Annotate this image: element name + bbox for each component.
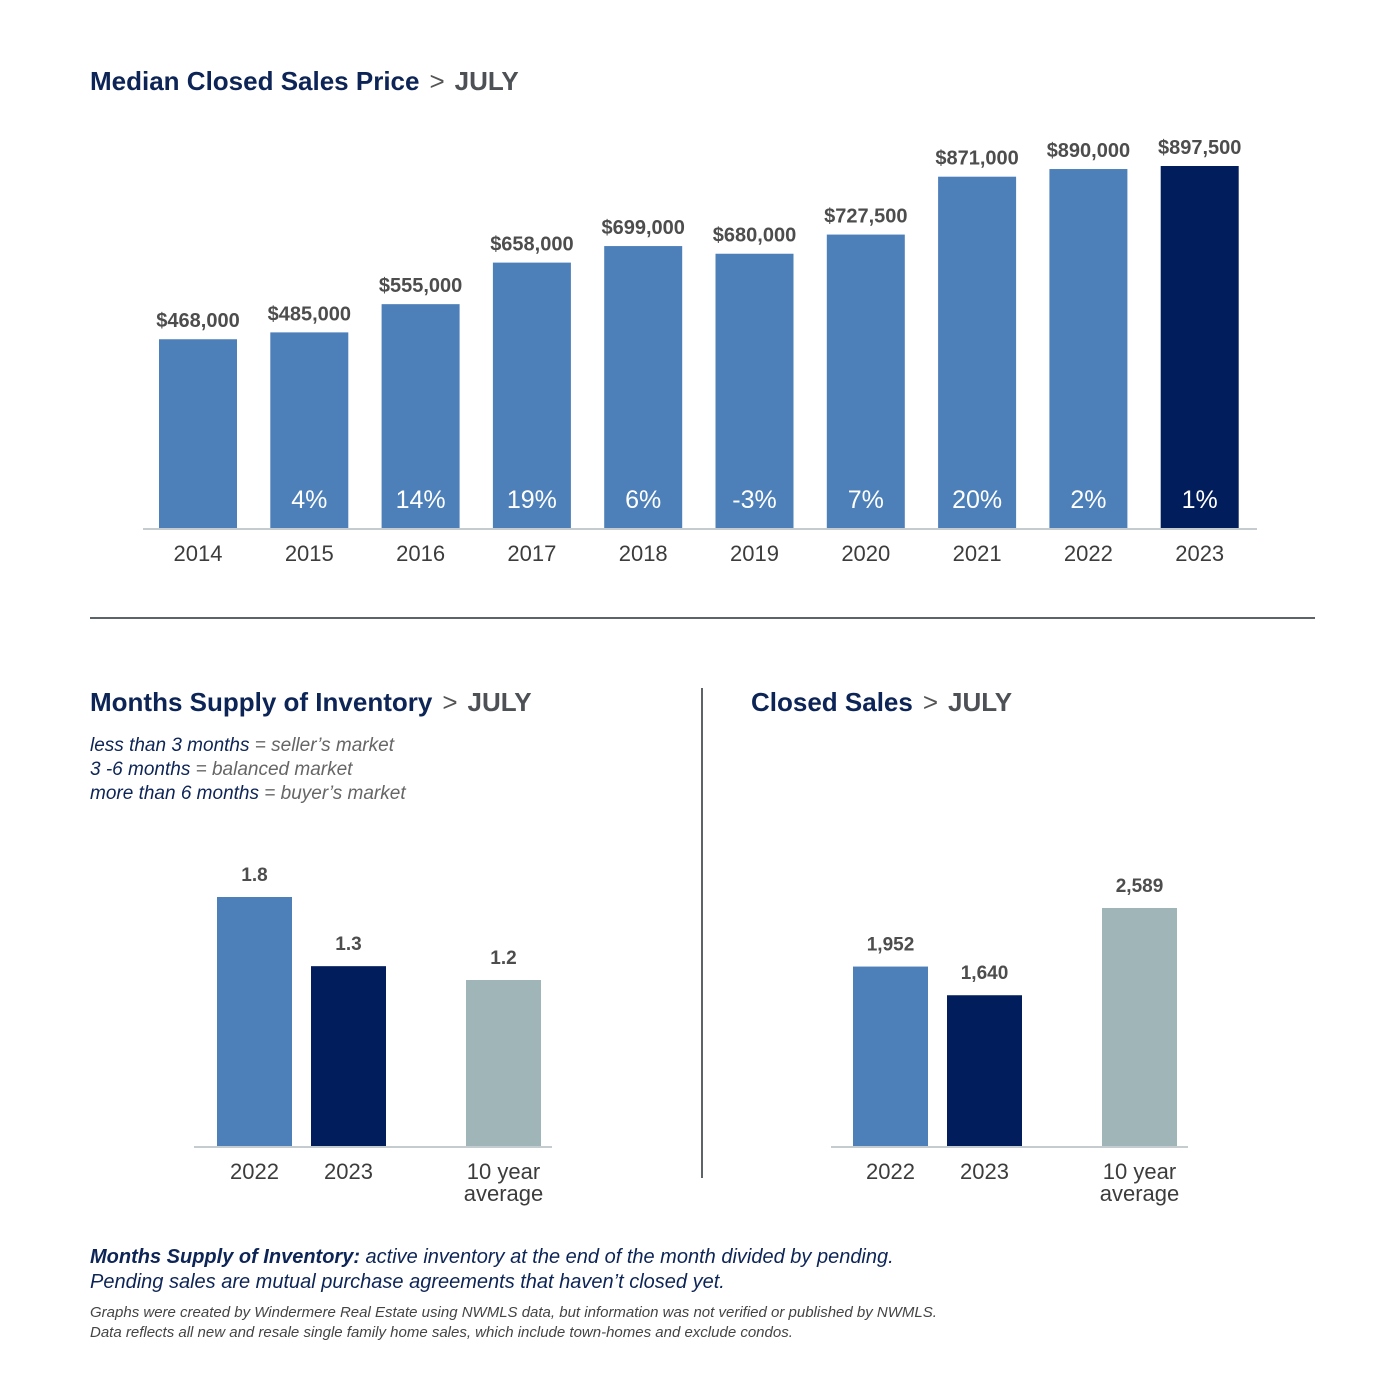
price-bar-2020: [826, 234, 905, 528]
price-value-label-2015: $485,000: [268, 303, 351, 325]
price-value-label-2017: $658,000: [490, 234, 573, 256]
price-bar-2019: [715, 253, 794, 528]
disclaimer: Graphs were created by Windermere Real E…: [90, 1303, 937, 1343]
inventory-chart-title-separator: >: [442, 687, 458, 717]
price-bar-2014: [159, 339, 237, 528]
price-bar-2018: [604, 246, 683, 528]
sales-value-label-2022: 1,952: [867, 935, 915, 956]
inventory-value-label-2022: 1.8: [241, 865, 267, 886]
inventory-category-label-10-year-average: 10 year average: [464, 1159, 544, 1206]
disclaimer-line-2: Data reflects all new and resale single …: [90, 1324, 793, 1341]
price-change-label-2015: 4%: [291, 486, 327, 514]
price-year-label-2015: 2015: [285, 541, 334, 566]
inventory-value-label-2023: 1.3: [335, 934, 361, 955]
sales-value-label-10-year-average: 2,589: [1116, 876, 1164, 897]
price-year-label-2023: 2023: [1175, 541, 1224, 566]
price-chart-title-month: JULY: [454, 66, 519, 96]
price-year-label-2018: 2018: [619, 541, 668, 566]
price-chart-title-main: Median Closed Sales Price: [90, 66, 420, 96]
price-year-label-2014: 2014: [174, 541, 223, 566]
price-chart-title: Median Closed Sales Price > JULY: [90, 66, 519, 97]
price-year-label-2017: 2017: [507, 541, 556, 566]
price-bar-2021: [938, 176, 1017, 529]
price-year-label-2022: 2022: [1064, 541, 1113, 566]
price-change-label-2021: 20%: [952, 486, 1002, 514]
inventory-value-label-10-year-average: 1.2: [490, 948, 516, 969]
price-chart-title-separator: >: [429, 66, 445, 96]
inventory-chart-title: Months Supply of Inventory > JULY: [90, 687, 532, 718]
legend-item-seller: less than 3 months = seller’s market: [90, 735, 394, 756]
inventory-bar-2022: [217, 897, 292, 1146]
price-value-label-2019: $680,000: [713, 225, 796, 247]
closed-sales-chart-title-main: Closed Sales: [751, 687, 913, 717]
price-value-label-2023: $897,500: [1158, 137, 1241, 159]
inventory-bar-10-year-average: [466, 980, 541, 1146]
section-divider-vertical: [701, 688, 703, 1178]
price-year-label-2020: 2020: [841, 541, 890, 566]
price-value-label-2021: $871,000: [935, 148, 1018, 170]
price-value-label-2018: $699,000: [601, 217, 684, 239]
sales-bar-2023: [947, 995, 1022, 1146]
closed-sales-chart-title-month: JULY: [948, 687, 1013, 717]
footnote-line-2: Pending sales are mutual purchase agreem…: [90, 1271, 725, 1293]
price-value-label-2022: $890,000: [1047, 140, 1130, 162]
price-bar-2015: [270, 332, 349, 528]
price-year-label-2021: 2021: [953, 541, 1002, 566]
footnote: Months Supply of Inventory: active inven…: [90, 1245, 894, 1295]
sales-value-label-2023: 1,640: [961, 963, 1009, 984]
market-legend: less than 3 months = seller’s market 3 -…: [90, 734, 406, 806]
closed-sales-chart-title-separator: >: [922, 687, 939, 717]
section-divider-horizontal: [90, 617, 1315, 619]
sales-category-label-2022: 2022: [866, 1159, 915, 1184]
price-change-label-2016: 14%: [396, 486, 446, 514]
closed-sales-chart-title: Closed Sales > JULY: [751, 687, 1012, 718]
price-value-label-2016: $555,000: [379, 275, 462, 297]
price-value-label-2020: $727,500: [824, 206, 907, 228]
median-price-chart: $468,000 2014 $485,000 4% 2015 $555,000 14% 201…: [143, 137, 1257, 566]
price-bar-2017: [492, 262, 571, 528]
price-year-label-2019: 2019: [730, 541, 779, 566]
footnote-line-1: Months Supply of Inventory: active inven…: [90, 1245, 894, 1270]
price-bar-2023: [1160, 166, 1239, 528]
legend-item-balanced: 3 -6 months = balanced market: [90, 759, 353, 780]
sales-bar-2022: [853, 966, 928, 1146]
footnote-term: Months Supply of Inventory:: [90, 1246, 360, 1268]
price-year-label-2016: 2016: [396, 541, 445, 566]
price-change-label-2020: 7%: [848, 486, 884, 514]
price-change-label-2017: 19%: [507, 486, 557, 514]
price-value-label-2014: $468,000: [156, 310, 239, 332]
inventory-chart-title-main: Months Supply of Inventory: [90, 687, 433, 717]
footnote-definition: active inventory at the end of the month…: [360, 1246, 894, 1268]
sales-category-label-10-year-average: 10 year average: [1100, 1159, 1180, 1206]
legend-item-buyer: more than 6 months = buyer’s market: [90, 783, 406, 804]
inventory-category-label-2023: 2023: [324, 1159, 373, 1184]
inventory-bar-2023: [311, 966, 386, 1146]
price-change-label-2022: 2%: [1070, 486, 1106, 514]
price-bar-2016: [381, 304, 460, 528]
inventory-chart-title-month: JULY: [467, 687, 532, 717]
price-change-label-2023: 1%: [1182, 486, 1218, 514]
price-bar-2022: [1049, 169, 1128, 529]
disclaimer-line-1: Graphs were created by Windermere Real E…: [90, 1304, 937, 1321]
price-change-label-2018: 6%: [625, 486, 661, 514]
price-change-label-2019: -3%: [732, 486, 776, 514]
inventory-category-label-2022: 2022: [230, 1159, 279, 1184]
sales-category-label-2023: 2023: [960, 1159, 1009, 1184]
sales-bar-10-year-average: [1102, 908, 1177, 1146]
